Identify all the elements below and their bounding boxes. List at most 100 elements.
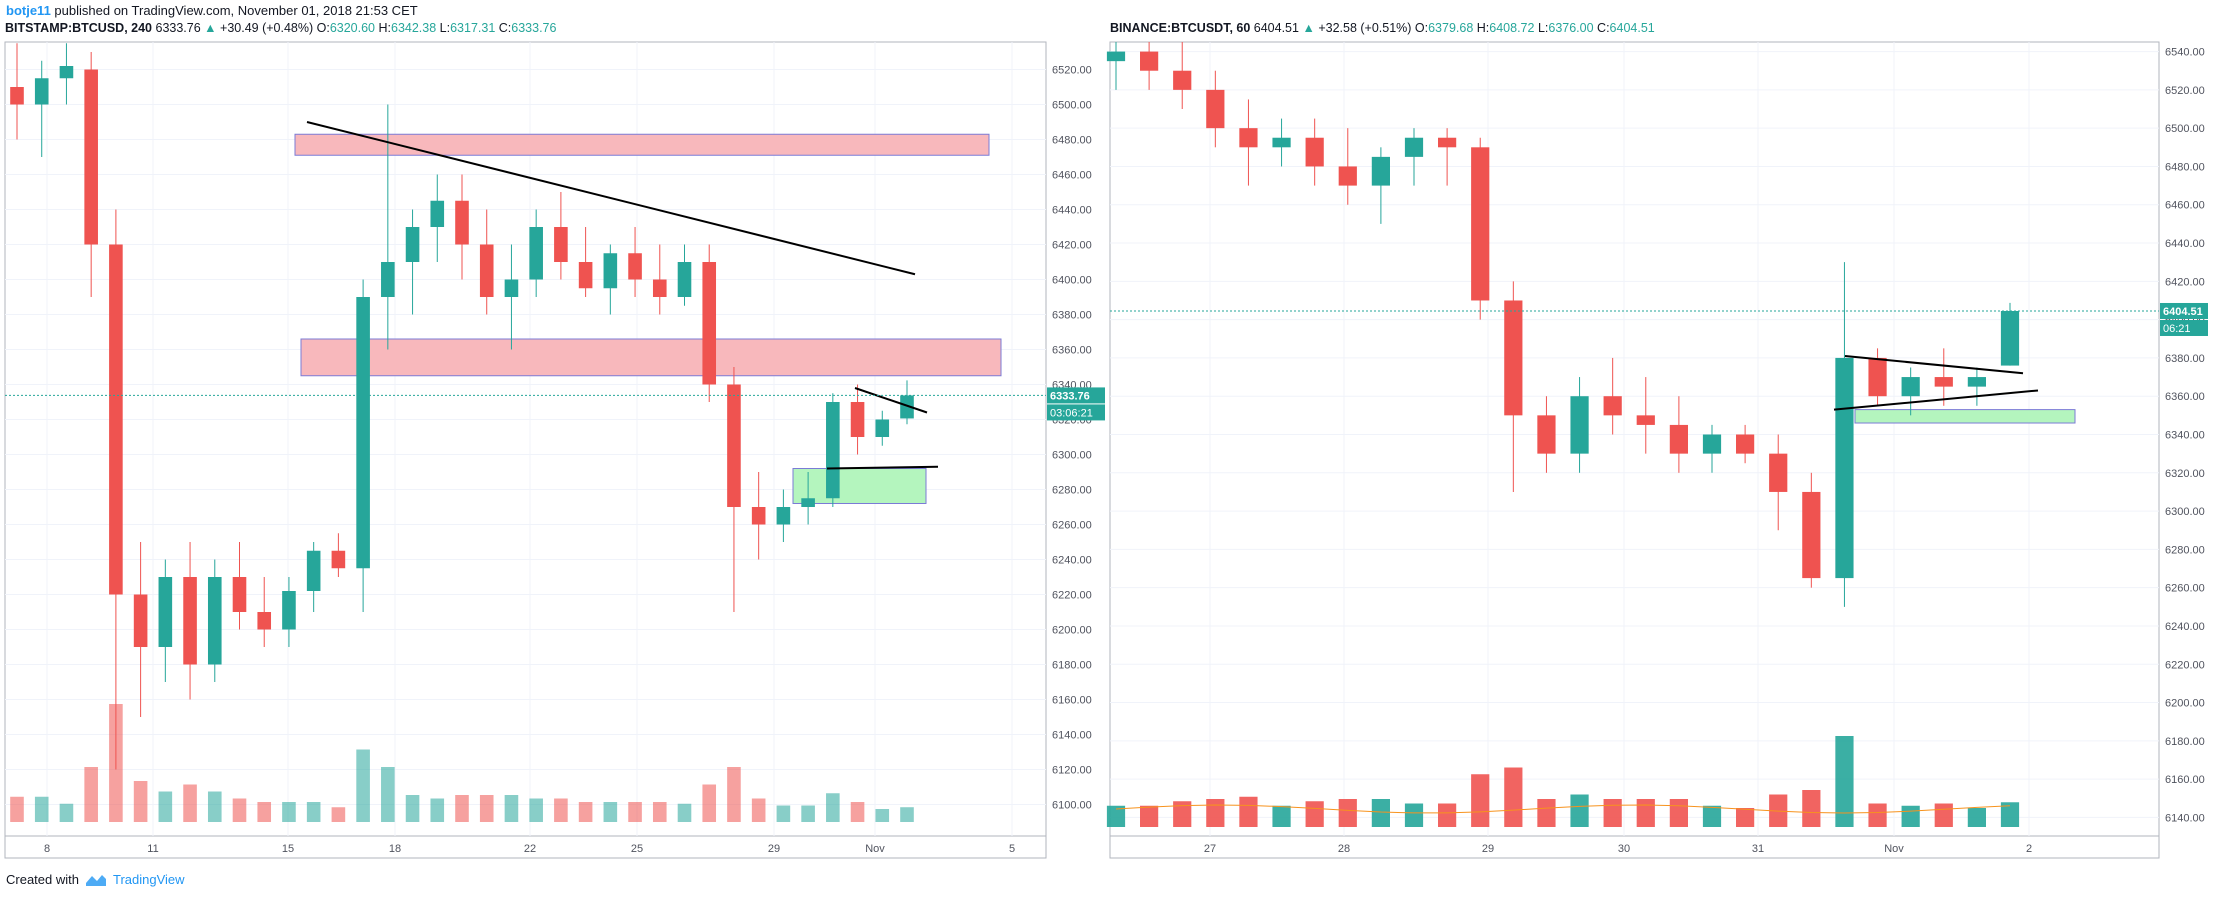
volume-bar (405, 795, 420, 822)
candle-body (10, 87, 24, 105)
footer: Created with TradingView (6, 872, 185, 887)
candle-body (1967, 377, 1986, 387)
volume-bar (381, 767, 395, 822)
candle-body (900, 395, 914, 419)
support-zone (1854, 409, 2076, 424)
candle-body (875, 419, 890, 437)
y-tick-label: 6300.00 (1052, 450, 1092, 462)
candle-body (257, 612, 272, 630)
x-tick-label: Nov (865, 843, 885, 855)
left-low: 6317.31 (450, 21, 496, 35)
candle-body (479, 244, 494, 297)
candle-body (1736, 434, 1755, 454)
y-tick-label: 6460.00 (2165, 200, 2205, 212)
right-low: 6376.00 (1548, 21, 1594, 35)
volume-bar (232, 798, 247, 822)
left-close: 6333.76 (511, 21, 557, 35)
price-tag-label: 6404.51 (2163, 306, 2203, 318)
y-tick-label: 6200.00 (1052, 625, 1092, 637)
candle-body (1901, 377, 1920, 397)
chart-frame (1109, 41, 2160, 859)
candle-body (381, 262, 395, 297)
candle-body (207, 577, 222, 665)
candle-body (455, 200, 469, 245)
publish-info: botje11 published on TradingView.com, No… (6, 3, 418, 19)
x-tick-label: 29 (768, 843, 780, 855)
volume-bar (1868, 803, 1887, 827)
candle-body (34, 78, 49, 105)
x-tick-label: 28 (1338, 843, 1350, 855)
y-tick-label: 6500.00 (2165, 123, 2205, 135)
author-link[interactable]: botje11 (6, 3, 51, 18)
left-chart-panel[interactable]: BITSTAMP:BTCUSD, 240 6333.76 ▲ +30.49 (+… (4, 20, 1105, 859)
y-tick-label: 6480.00 (2165, 161, 2205, 173)
support-zone (792, 468, 927, 504)
right-last: 6404.51 (1253, 21, 1299, 35)
right-chart-canvas[interactable]: 6140.00 6160.00 6180.00 6200.00 6220.00 6240.… (1106, 41, 2209, 859)
right-legend: BINANCE:BTCUSDT, 60 6404.51 ▲ +32.58 (+0… (1110, 21, 1655, 35)
x-tick-label: 30 (1618, 843, 1630, 855)
candle-body (628, 253, 642, 280)
tradingview-logo-icon (85, 874, 106, 886)
candle-body (1438, 137, 1457, 148)
candle-body (776, 507, 791, 525)
x-tick-label: 22 (524, 843, 536, 855)
x-tick-label: 25 (631, 843, 643, 855)
y-tick-label: 6100.00 (1052, 800, 1092, 812)
volume-bar (1106, 805, 1126, 827)
volume-bar (282, 802, 296, 822)
volume-bar (504, 795, 519, 822)
candle-body (1868, 357, 1887, 397)
volume-bar (1206, 799, 1225, 827)
tradingview-brand[interactable]: TradingView (112, 872, 185, 887)
y-tick-label: 6300.00 (2165, 506, 2205, 518)
volume-bar (2000, 802, 2020, 827)
volume-bar (158, 791, 173, 822)
y-tick-label: 6240.00 (1052, 555, 1092, 567)
volume-bar (1305, 801, 1324, 827)
price-tag-box (1047, 387, 1105, 404)
candle-body (232, 577, 247, 612)
x-tick-label: 18 (389, 843, 401, 855)
y-tick-label: 6460.00 (1052, 170, 1092, 182)
candle-body (727, 384, 741, 507)
volume-bar (652, 802, 667, 822)
volume-bar (1272, 805, 1291, 827)
y-tick-label: 6240.00 (2165, 621, 2205, 633)
volume-bar (1570, 794, 1589, 827)
y-tick-label: 6360.00 (2165, 391, 2205, 403)
candle-body (751, 507, 766, 525)
left-chart-canvas[interactable]: 6100.00 6120.00 6140.00 6160.00 6180.00 6200.… (4, 41, 1105, 859)
y-tick-label: 6500.00 (1052, 100, 1092, 112)
countdown-box (2160, 319, 2208, 336)
volume-bar (677, 803, 692, 822)
y-tick-label: 6200.00 (2165, 698, 2205, 710)
candle-body (331, 550, 346, 569)
volume-bar (751, 798, 766, 822)
candle-body (356, 297, 370, 569)
volume-bar (578, 802, 593, 822)
y-tick-label: 6140.00 (1052, 730, 1092, 742)
volume-bar (183, 784, 197, 822)
candle-body (1239, 128, 1258, 148)
volume-bar (430, 798, 445, 822)
volume-bar (1636, 799, 1655, 827)
volume-bar (1802, 790, 1821, 827)
candle-body (405, 227, 420, 262)
left-high: 6342.38 (391, 21, 437, 35)
countdown-label: 03:06:21 (1050, 407, 1093, 419)
volume-bar (603, 802, 618, 822)
right-high: 6408.72 (1489, 21, 1535, 35)
trendline (826, 465, 939, 470)
right-chart-panel[interactable]: BINANCE:BTCUSDT, 60 6404.51 ▲ +32.58 (+0… (1106, 20, 2209, 859)
candle-body (133, 594, 148, 647)
volume-bar (529, 798, 543, 822)
volume-bar (306, 802, 321, 822)
price-tag-box (2160, 302, 2208, 319)
trendline (1833, 389, 2039, 411)
candle-body (702, 262, 717, 385)
left-last: 6333.76 (155, 21, 201, 35)
volume-bar (875, 809, 890, 822)
candle-body (554, 227, 568, 262)
x-tick-label: 27 (1204, 843, 1216, 855)
